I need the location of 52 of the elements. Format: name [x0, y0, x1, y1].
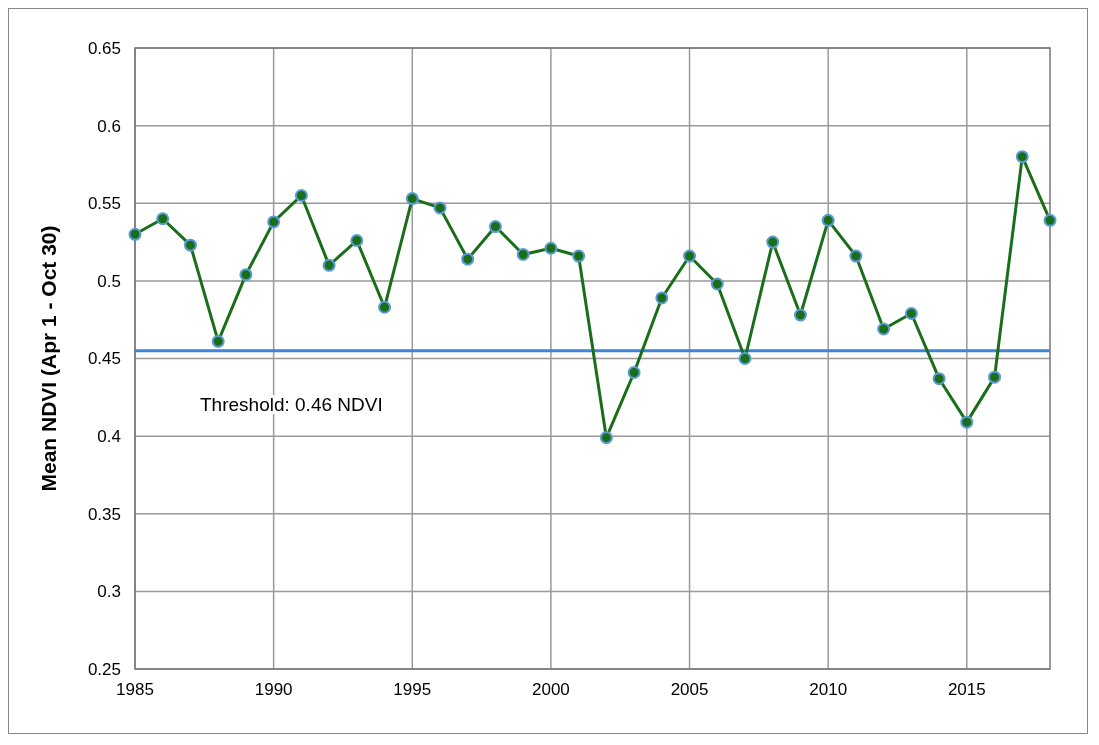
y-tick-label: 0.45 — [87, 349, 121, 369]
point — [766, 235, 780, 249]
point — [988, 370, 1002, 384]
y-tick-label: 0.25 — [87, 659, 121, 679]
point — [877, 322, 891, 336]
point — [1043, 213, 1057, 227]
point — [433, 201, 447, 215]
point — [516, 247, 530, 261]
x-tick-label: 1985 — [116, 680, 154, 699]
x-tick-label: 2010 — [809, 680, 848, 699]
point — [544, 241, 558, 255]
y-axis-title: Mean NDVI (Apr 1 - Oct 30) — [37, 225, 60, 492]
point — [960, 415, 974, 429]
point — [183, 238, 197, 252]
point — [488, 220, 502, 234]
point — [239, 268, 253, 282]
point — [627, 365, 641, 379]
y-tick-label: 0.65 — [87, 38, 121, 58]
point — [405, 192, 419, 206]
point — [128, 227, 142, 241]
y-tick-label: 0.3 — [97, 582, 121, 602]
ref-line-label: Threshold: 0.46 NDVI — [200, 393, 383, 415]
x-tick-label: 1990 — [254, 680, 293, 699]
point — [710, 277, 724, 291]
point — [849, 249, 863, 263]
point — [932, 372, 946, 386]
point — [572, 249, 586, 263]
point — [461, 252, 475, 266]
x-tick-label: 2005 — [670, 680, 709, 699]
point — [821, 213, 835, 227]
x-tick-label: 1995 — [393, 680, 432, 699]
point — [350, 234, 364, 248]
x-tick-label: 2000 — [532, 680, 570, 699]
y-tick-label: 0.35 — [87, 504, 121, 524]
point — [683, 249, 697, 263]
x-tick-label: 2015 — [947, 680, 986, 699]
y-tick-label: 0.55 — [87, 194, 121, 214]
point — [904, 306, 918, 320]
point — [322, 258, 336, 272]
point — [378, 300, 392, 314]
point — [211, 334, 225, 348]
y-tick-label: 0.5 — [97, 271, 121, 291]
point — [599, 431, 613, 445]
point — [793, 308, 807, 322]
y-tick-label: 0.4 — [97, 427, 121, 447]
point — [738, 352, 752, 365]
y-tick-label: 0.6 — [97, 116, 121, 136]
point — [1015, 150, 1029, 164]
point — [156, 212, 170, 226]
point — [267, 215, 281, 229]
point — [294, 188, 308, 202]
point — [655, 291, 669, 305]
